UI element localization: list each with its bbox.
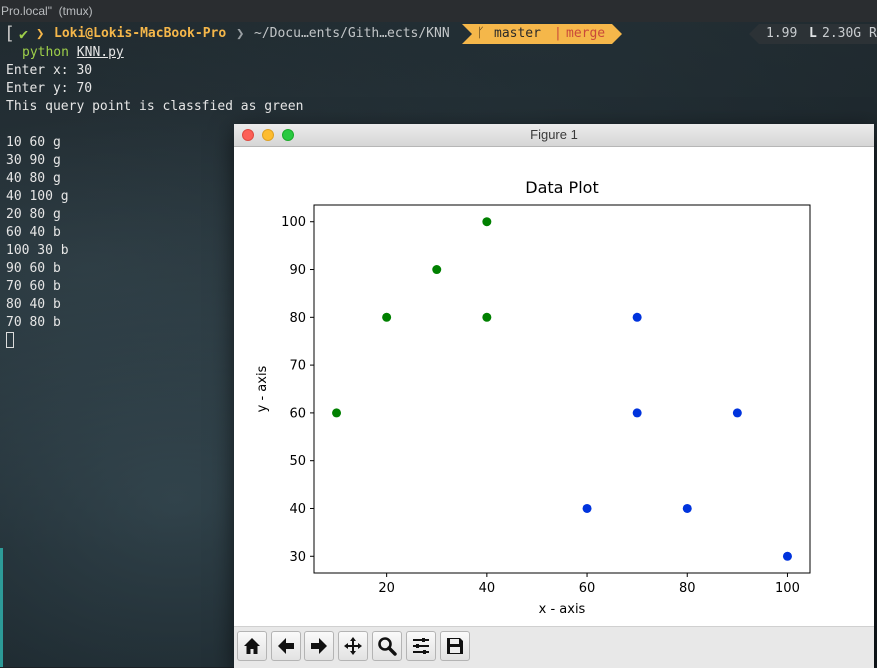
scatter-plot[interactable]: Data Plot 20 40 60 80 100 30405060708090100 … [234, 146, 874, 626]
x-tick-label: 100 [775, 581, 800, 596]
git-separator: | [554, 26, 562, 41]
git-status-segment: ᚴ master | merge [472, 24, 612, 44]
terminal-output-line: 40 100 g [6, 189, 69, 204]
scatter-point [332, 408, 342, 418]
git-branch-icon: ᚴ [477, 26, 485, 41]
success-check-icon: ✔ [19, 25, 29, 43]
forward-icon [311, 638, 327, 654]
figure-title: Figure 1 [530, 127, 578, 142]
terminal-output-line: 80 40 b [6, 297, 61, 312]
terminal-output-line: 20 80 g [6, 207, 61, 222]
terminal-title-bar: Pro.local" (tmux) [0, 0, 877, 22]
terminal-output-line: 70 80 b [6, 315, 61, 330]
prompt-user-host: Loki@Lokis-MacBook-Pro [54, 26, 227, 41]
terminal-output-line: Enter x: 30 [6, 63, 93, 78]
zoom-window-button[interactable] [282, 129, 294, 141]
x-axis-label: x - axis [539, 602, 586, 617]
git-branch-name: master [494, 26, 541, 41]
git-merge-state: merge [566, 26, 606, 41]
terminal-output-line: Enter y: 70 [6, 81, 93, 96]
x-axis-ticks: 20 40 60 80 100 [378, 573, 800, 596]
scatter-point [432, 265, 442, 275]
prompt-path: ~/Docu…ents/Gith…ects/KNN [254, 26, 450, 41]
save-button[interactable] [440, 631, 470, 661]
x-tick-label: 60 [579, 581, 596, 596]
command-argument: KNN.py [76, 45, 124, 60]
back-button[interactable] [271, 631, 301, 661]
terminal-cursor [6, 332, 14, 348]
home-button[interactable] [237, 631, 267, 661]
scatter-point [482, 312, 492, 322]
save-icon [447, 638, 463, 654]
status-segment-tip [749, 24, 759, 44]
y-tick-label: 90 [289, 263, 306, 278]
x-tick-label: 40 [479, 581, 496, 596]
y-tick-label: 50 [289, 454, 306, 469]
y-tick-label: 60 [289, 406, 306, 421]
pan-icon [344, 637, 362, 655]
scatter-point [632, 408, 642, 418]
y-tick-label: 70 [289, 359, 306, 374]
data-points [332, 217, 792, 561]
x-tick-label: 80 [679, 581, 696, 596]
y-axis-label: y - axis [255, 365, 270, 412]
chart-title: Data Plot [525, 178, 598, 197]
terminal-output-line: 10 60 g [6, 135, 61, 150]
prompt-bracket: [ [4, 23, 15, 44]
terminal-output-line: 60 40 b [6, 225, 61, 240]
system-status: 1.99 L 2.30G R [759, 24, 877, 44]
figure-window[interactable]: Figure 1 Data Plot 20 40 60 80 100 30 40 50 60 7… [234, 124, 874, 668]
terminal-output-line: 30 90 g [6, 153, 61, 168]
terminal-output-line: 70 60 b [6, 279, 61, 294]
shell-prompt: [ ✔ ❯ Loki@Lokis-MacBook-Pro ❯ ~/Docu…en… [0, 22, 877, 46]
git-segment-start [462, 24, 472, 44]
y-axis-ticks: 30 40 50 60 70 80 90 100 [281, 215, 314, 565]
zoom-icon [378, 637, 397, 656]
scatter-point [632, 312, 642, 322]
plot-frame [313, 204, 811, 574]
figure-title-bar[interactable]: Figure 1 [234, 124, 874, 147]
scatter-point [382, 312, 392, 322]
terminal-output-line: 40 80 g [6, 171, 61, 186]
chevron-right-icon: ❯ [236, 26, 245, 42]
memory-usage: 2.30G R [822, 26, 877, 41]
y-tick-label: 100 [281, 215, 306, 230]
scatter-point [482, 217, 492, 227]
scatter-point [732, 408, 742, 418]
x-tick-label: 20 [378, 581, 395, 596]
zoom-button[interactable] [372, 631, 402, 661]
y-tick-label: 40 [289, 502, 306, 517]
scatter-point [782, 551, 792, 561]
pane-border [0, 548, 3, 667]
command-name: python [22, 45, 69, 60]
scatter-point [682, 503, 692, 513]
configure-subplots-button[interactable] [406, 631, 436, 661]
terminal-output-line: 100 30 b [6, 243, 69, 258]
back-icon [278, 638, 294, 654]
pan-button[interactable] [338, 631, 368, 661]
configure-icon [413, 638, 429, 654]
y-tick-label: 30 [289, 550, 306, 565]
command-line: python KNN.py [22, 44, 124, 62]
minimize-window-button[interactable] [262, 129, 274, 141]
chevron-right-icon: ❯ [36, 26, 45, 42]
terminal-output-line: 90 60 b [6, 261, 61, 276]
terminal-output-line: This query point is classfied as green [6, 99, 304, 114]
forward-button[interactable] [304, 631, 334, 661]
y-tick-label: 80 [289, 311, 306, 326]
home-icon [244, 638, 260, 654]
git-segment-tip [612, 24, 622, 44]
close-window-button[interactable] [242, 129, 254, 141]
load-average: 1.99 [766, 26, 798, 41]
figure-toolbar [234, 626, 874, 668]
scatter-point [582, 503, 592, 513]
memory-label: L [809, 26, 817, 41]
